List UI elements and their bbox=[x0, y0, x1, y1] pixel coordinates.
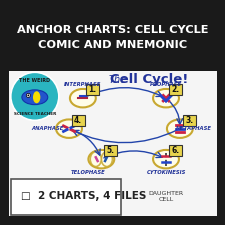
Text: 3.: 3. bbox=[185, 116, 193, 125]
FancyBboxPatch shape bbox=[9, 71, 217, 216]
Text: CYTOKINESIS: CYTOKINESIS bbox=[146, 170, 186, 175]
Text: THE WEIRD: THE WEIRD bbox=[19, 78, 50, 83]
Text: SCIENCE TEACHER: SCIENCE TEACHER bbox=[14, 112, 56, 116]
Text: INTERPHASE: INTERPHASE bbox=[64, 82, 101, 87]
Ellipse shape bbox=[101, 152, 112, 166]
FancyBboxPatch shape bbox=[9, 9, 217, 73]
Text: PROPHASE: PROPHASE bbox=[150, 82, 182, 87]
FancyBboxPatch shape bbox=[104, 145, 117, 156]
Ellipse shape bbox=[70, 89, 96, 107]
Text: 5.: 5. bbox=[107, 146, 115, 155]
Ellipse shape bbox=[33, 91, 40, 103]
Text: ANCHOR CHARTS: CELL CYCLE: ANCHOR CHARTS: CELL CYCLE bbox=[17, 25, 208, 35]
Circle shape bbox=[27, 94, 29, 96]
Circle shape bbox=[26, 93, 30, 97]
Text: 2.: 2. bbox=[171, 85, 179, 94]
Text: DAUGHTER
CELL: DAUGHTER CELL bbox=[148, 191, 184, 202]
Circle shape bbox=[11, 72, 59, 120]
Ellipse shape bbox=[88, 150, 114, 168]
FancyBboxPatch shape bbox=[72, 115, 85, 126]
Text: TELOPHASE: TELOPHASE bbox=[71, 170, 106, 175]
FancyBboxPatch shape bbox=[11, 179, 121, 215]
Text: METAPHASE: METAPHASE bbox=[176, 126, 212, 131]
Text: 6.: 6. bbox=[171, 146, 179, 155]
Text: □  2 CHARTS, 4 FILES: □ 2 CHARTS, 4 FILES bbox=[21, 191, 146, 201]
FancyBboxPatch shape bbox=[86, 84, 99, 95]
Ellipse shape bbox=[153, 89, 179, 107]
Text: 4.: 4. bbox=[74, 116, 82, 125]
FancyBboxPatch shape bbox=[183, 115, 196, 126]
Ellipse shape bbox=[56, 119, 82, 138]
FancyBboxPatch shape bbox=[169, 145, 182, 156]
Text: COMIC AND MNEMONIC: COMIC AND MNEMONIC bbox=[38, 40, 187, 50]
Ellipse shape bbox=[153, 150, 179, 168]
Text: Cell Cycle!: Cell Cycle! bbox=[110, 73, 189, 86]
FancyBboxPatch shape bbox=[169, 84, 182, 95]
Text: The: The bbox=[109, 75, 127, 85]
Text: ANAPHASE: ANAPHASE bbox=[32, 126, 64, 131]
Text: 1.: 1. bbox=[88, 85, 96, 94]
Ellipse shape bbox=[167, 119, 193, 138]
Ellipse shape bbox=[90, 152, 101, 166]
Ellipse shape bbox=[22, 90, 48, 105]
